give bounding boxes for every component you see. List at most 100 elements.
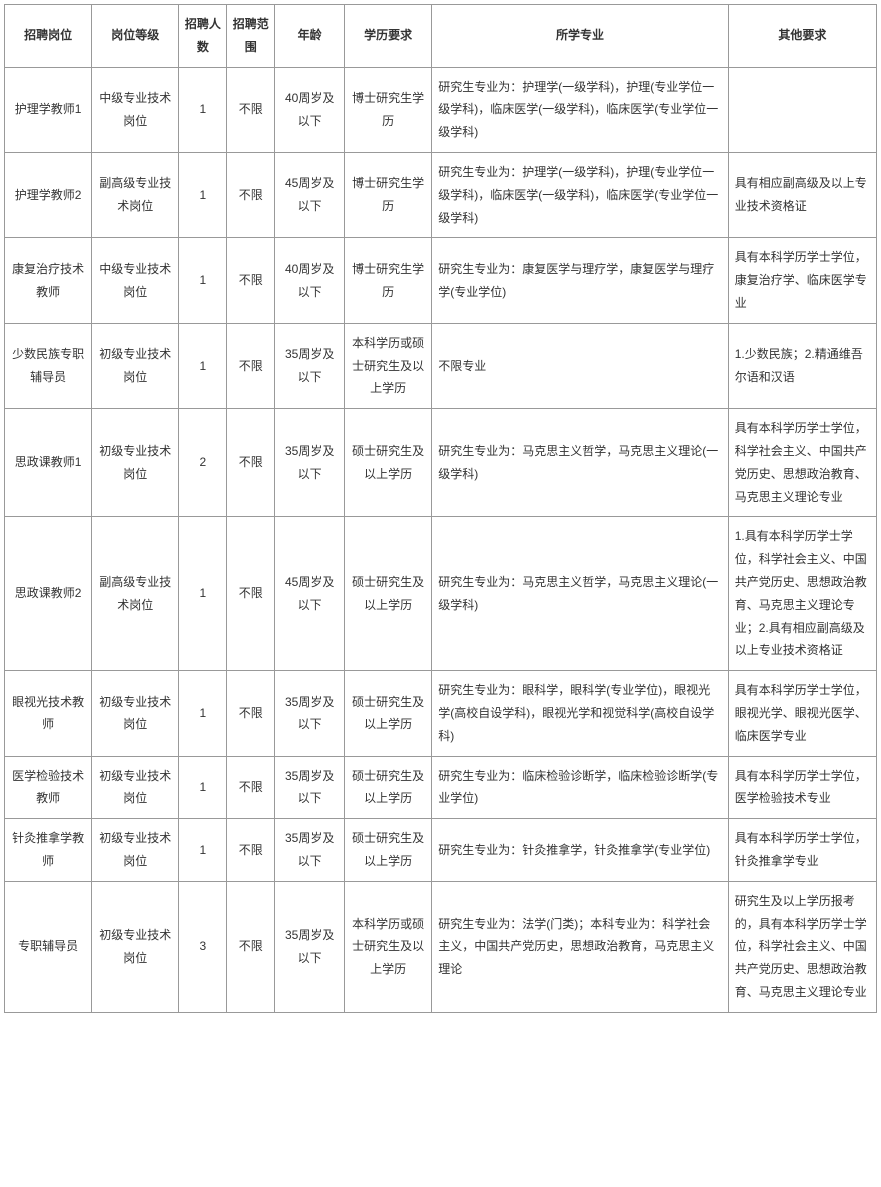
cell-position: 医学检验技术教师 [5,756,92,819]
cell-other: 具有本科学历学士学位，康复治疗学、临床医学专业 [728,238,876,323]
cell-major: 不限专业 [432,323,728,408]
cell-age: 35周岁及以下 [275,671,345,756]
cell-age: 35周岁及以下 [275,323,345,408]
cell-position: 思政课教师1 [5,409,92,517]
cell-age: 35周岁及以下 [275,819,345,882]
cell-major: 研究生专业为：康复医学与理疗学，康复医学与理疗学(专业学位) [432,238,728,323]
cell-major: 研究生专业为：眼科学，眼科学(专业学位)，眼视光学(高校自设学科)，眼视光学和视… [432,671,728,756]
cell-position: 少数民族专职辅导员 [5,323,92,408]
table-row: 思政课教师1初级专业技术岗位2不限35周岁及以下硕士研究生及以上学历研究生专业为… [5,409,877,517]
table-row: 眼视光技术教师初级专业技术岗位1不限35周岁及以下硕士研究生及以上学历研究生专业… [5,671,877,756]
cell-level: 副高级专业技术岗位 [92,517,179,671]
cell-other: 1.具有本科学历学士学位，科学社会主义、中国共产党历史、思想政治教育、马克思主义… [728,517,876,671]
cell-scope: 不限 [227,409,275,517]
cell-age: 45周岁及以下 [275,152,345,237]
cell-level: 初级专业技术岗位 [92,409,179,517]
cell-count: 1 [179,671,227,756]
cell-scope: 不限 [227,67,275,152]
cell-education: 本科学历或硕士研究生及以上学历 [345,881,432,1012]
cell-count: 1 [179,323,227,408]
cell-scope: 不限 [227,819,275,882]
cell-position: 针灸推拿学教师 [5,819,92,882]
table-row: 医学检验技术教师初级专业技术岗位1不限35周岁及以下硕士研究生及以上学历研究生专… [5,756,877,819]
table-row: 康复治疗技术教师中级专业技术岗位1不限40周岁及以下博士研究生学历研究生专业为：… [5,238,877,323]
cell-age: 40周岁及以下 [275,67,345,152]
cell-other: 具有本科学历学士学位，医学检验技术专业 [728,756,876,819]
cell-education: 本科学历或硕士研究生及以上学历 [345,323,432,408]
cell-major: 研究生专业为：马克思主义哲学，马克思主义理论(一级学科) [432,517,728,671]
cell-other: 研究生及以上学历报考的，具有本科学历学士学位，科学社会主义、中国共产党历史、思想… [728,881,876,1012]
cell-count: 1 [179,152,227,237]
cell-major: 研究生专业为：临床检验诊断学，临床检验诊断学(专业学位) [432,756,728,819]
cell-count: 1 [179,238,227,323]
cell-count: 1 [179,67,227,152]
cell-scope: 不限 [227,517,275,671]
cell-other [728,67,876,152]
table-row: 护理学教师2副高级专业技术岗位1不限45周岁及以下博士研究生学历研究生专业为：护… [5,152,877,237]
cell-education: 硕士研究生及以上学历 [345,671,432,756]
header-scope: 招聘范围 [227,5,275,68]
cell-age: 35周岁及以下 [275,409,345,517]
header-education: 学历要求 [345,5,432,68]
cell-level: 初级专业技术岗位 [92,671,179,756]
cell-position: 护理学教师2 [5,152,92,237]
cell-level: 初级专业技术岗位 [92,819,179,882]
cell-other: 具有相应副高级及以上专业技术资格证 [728,152,876,237]
cell-scope: 不限 [227,881,275,1012]
cell-count: 2 [179,409,227,517]
cell-education: 硕士研究生及以上学历 [345,409,432,517]
table-header-row: 招聘岗位 岗位等级 招聘人数 招聘范围 年龄 学历要求 所学专业 其他要求 [5,5,877,68]
table-row: 护理学教师1中级专业技术岗位1不限40周岁及以下博士研究生学历研究生专业为：护理… [5,67,877,152]
header-age: 年龄 [275,5,345,68]
header-other: 其他要求 [728,5,876,68]
cell-position: 康复治疗技术教师 [5,238,92,323]
cell-position: 思政课教师2 [5,517,92,671]
cell-major: 研究生专业为：护理学(一级学科)，护理(专业学位一级学科)，临床医学(一级学科)… [432,67,728,152]
cell-scope: 不限 [227,671,275,756]
cell-position: 护理学教师1 [5,67,92,152]
header-level: 岗位等级 [92,5,179,68]
cell-major: 研究生专业为：马克思主义哲学，马克思主义理论(一级学科) [432,409,728,517]
cell-scope: 不限 [227,238,275,323]
cell-age: 40周岁及以下 [275,238,345,323]
cell-position: 眼视光技术教师 [5,671,92,756]
cell-education: 博士研究生学历 [345,67,432,152]
cell-count: 1 [179,756,227,819]
cell-education: 硕士研究生及以上学历 [345,756,432,819]
cell-other: 1.少数民族；2.精通维吾尔语和汉语 [728,323,876,408]
cell-other: 具有本科学历学士学位，针灸推拿学专业 [728,819,876,882]
cell-count: 1 [179,819,227,882]
cell-age: 45周岁及以下 [275,517,345,671]
table-body: 护理学教师1中级专业技术岗位1不限40周岁及以下博士研究生学历研究生专业为：护理… [5,67,877,1012]
table-row: 少数民族专职辅导员初级专业技术岗位1不限35周岁及以下本科学历或硕士研究生及以上… [5,323,877,408]
header-count: 招聘人数 [179,5,227,68]
cell-scope: 不限 [227,756,275,819]
cell-major: 研究生专业为：护理学(一级学科)，护理(专业学位一级学科)，临床医学(一级学科)… [432,152,728,237]
cell-count: 3 [179,881,227,1012]
cell-level: 初级专业技术岗位 [92,756,179,819]
table-row: 专职辅导员初级专业技术岗位3不限35周岁及以下本科学历或硕士研究生及以上学历研究… [5,881,877,1012]
cell-other: 具有本科学历学士学位，科学社会主义、中国共产党历史、思想政治教育、马克思主义理论… [728,409,876,517]
cell-position: 专职辅导员 [5,881,92,1012]
cell-level: 中级专业技术岗位 [92,67,179,152]
cell-education: 硕士研究生及以上学历 [345,819,432,882]
cell-age: 35周岁及以下 [275,881,345,1012]
cell-level: 中级专业技术岗位 [92,238,179,323]
table-row: 针灸推拿学教师初级专业技术岗位1不限35周岁及以下硕士研究生及以上学历研究生专业… [5,819,877,882]
cell-major: 研究生专业为：针灸推拿学，针灸推拿学(专业学位) [432,819,728,882]
cell-scope: 不限 [227,152,275,237]
cell-age: 35周岁及以下 [275,756,345,819]
table-row: 思政课教师2副高级专业技术岗位1不限45周岁及以下硕士研究生及以上学历研究生专业… [5,517,877,671]
cell-level: 初级专业技术岗位 [92,881,179,1012]
header-major: 所学专业 [432,5,728,68]
cell-other: 具有本科学历学士学位，眼视光学、眼视光医学、临床医学专业 [728,671,876,756]
cell-scope: 不限 [227,323,275,408]
cell-education: 博士研究生学历 [345,152,432,237]
cell-count: 1 [179,517,227,671]
cell-education: 硕士研究生及以上学历 [345,517,432,671]
cell-education: 博士研究生学历 [345,238,432,323]
cell-major: 研究生专业为：法学(门类)；本科专业为：科学社会主义，中国共产党历史，思想政治教… [432,881,728,1012]
header-position: 招聘岗位 [5,5,92,68]
recruitment-table: 招聘岗位 岗位等级 招聘人数 招聘范围 年龄 学历要求 所学专业 其他要求 护理… [4,4,877,1013]
cell-level: 副高级专业技术岗位 [92,152,179,237]
